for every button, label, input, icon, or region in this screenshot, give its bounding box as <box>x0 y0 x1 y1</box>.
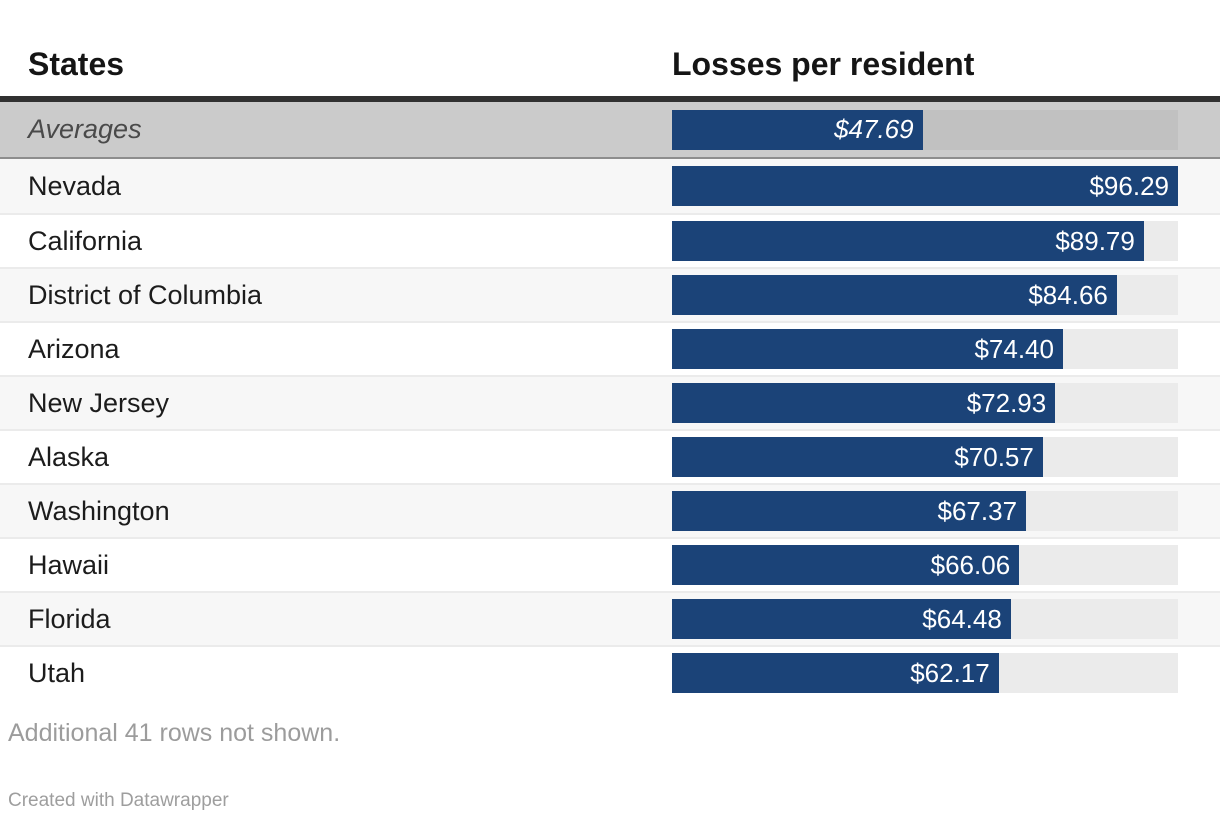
state-label: Alaska <box>28 441 110 472</box>
table-row: Alaska $70.57 <box>0 429 1220 483</box>
value-bar: $70.57 <box>672 437 1043 477</box>
state-label: District of Columbia <box>28 279 263 310</box>
bar-value-label: $72.93 <box>966 387 1047 418</box>
value-bar: $67.37 <box>672 491 1027 531</box>
value-bar: $72.93 <box>672 383 1056 423</box>
header-divider <box>0 96 1220 102</box>
state-label: California <box>28 225 143 256</box>
bar-track: $89.79 <box>672 221 1178 261</box>
bar-track: $72.93 <box>672 383 1178 423</box>
bar-value-label: $84.66 <box>1028 279 1108 310</box>
bar-value-label: $67.37 <box>937 495 1018 526</box>
bar-track: $96.29 <box>672 166 1178 206</box>
state-label: Hawaii <box>28 549 110 580</box>
table-row: Arizona $74.40 <box>0 321 1220 375</box>
bar-value-label: $66.06 <box>930 549 1011 580</box>
table-row: Washington $67.37 <box>0 483 1220 537</box>
bar-track: $67.37 <box>672 491 1178 531</box>
averages-bar-track: $47.69 <box>672 109 1178 150</box>
value-bar: $96.29 <box>672 166 1178 206</box>
table-note: Additional 41 rows not shown. <box>8 719 341 747</box>
table-row: California $89.79 <box>0 213 1220 267</box>
table-row: New Jersey $72.93 <box>0 375 1220 429</box>
averages-bar: $47.69 <box>672 109 923 150</box>
state-label: Florida <box>28 603 111 634</box>
averages-label: Averages <box>28 114 142 144</box>
state-label: Washington <box>28 495 170 526</box>
value-bar: $89.79 <box>672 221 1144 261</box>
bar-value-label: $89.79 <box>1055 225 1135 256</box>
bar-value-label: $70.57 <box>954 441 1034 472</box>
table-body: Nevada $96.29 California $89.79 District of … <box>0 159 1220 699</box>
bar-track: $66.06 <box>672 545 1178 585</box>
column-header-states: States <box>28 46 125 82</box>
table-row: Florida $64.48 <box>0 591 1220 645</box>
value-bar: $84.66 <box>672 275 1117 315</box>
table-row: Nevada $96.29 <box>0 159 1220 213</box>
datawrapper-attribution-link[interactable]: Created with Datawrapper <box>8 790 229 811</box>
bar-track: $74.40 <box>672 329 1178 369</box>
table-row: District of Columbia $84.66 <box>0 267 1220 321</box>
bar-value-label: $96.29 <box>1089 170 1169 201</box>
column-header-losses-per-resident: Losses per resident <box>672 46 975 82</box>
averages-bar-value: $47.69 <box>834 114 914 144</box>
state-label: Nevada <box>28 170 122 201</box>
state-label: Arizona <box>28 333 120 364</box>
bar-value-label: $74.40 <box>974 333 1054 364</box>
bar-track: $64.48 <box>672 599 1178 639</box>
table-header: States Losses per resident <box>0 0 1220 96</box>
value-bar: $64.48 <box>672 599 1011 639</box>
bar-track: $84.66 <box>672 275 1178 315</box>
state-label: New Jersey <box>28 387 170 418</box>
state-label: Utah <box>28 657 86 688</box>
table-row: Hawaii $66.06 <box>0 537 1220 591</box>
averages-row: Averages $47.69 <box>0 102 1220 159</box>
value-bar: $62.17 <box>672 653 999 693</box>
bar-value-label: $62.17 <box>910 657 990 688</box>
bar-value-label: $64.48 <box>922 603 1002 634</box>
bar-track: $62.17 <box>672 653 1178 693</box>
value-bar: $66.06 <box>672 545 1020 585</box>
value-bar: $74.40 <box>672 329 1063 369</box>
table-row: Utah $62.17 <box>0 645 1220 699</box>
bar-track: $70.57 <box>672 437 1178 477</box>
